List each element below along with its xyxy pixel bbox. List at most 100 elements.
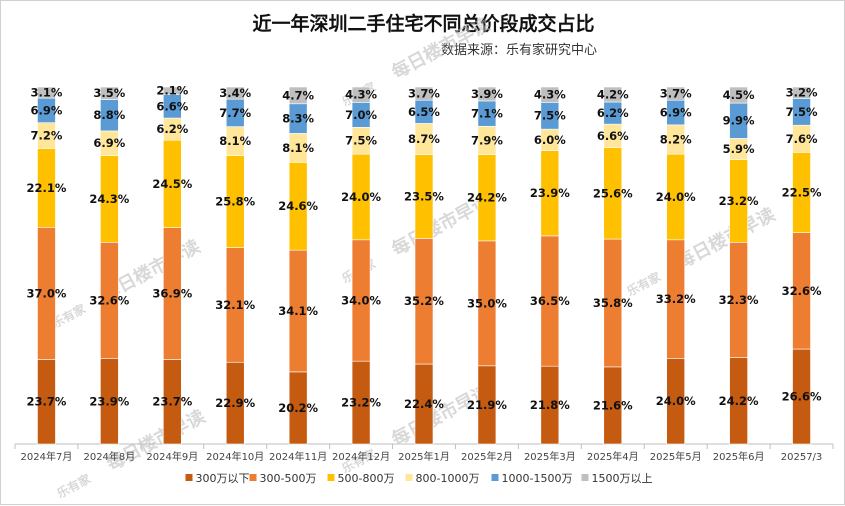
data-label: 23.5% [404, 189, 444, 203]
legend-swatch [405, 474, 413, 481]
data-label: 6.9% [93, 136, 125, 150]
data-label: 5.9% [723, 142, 755, 156]
data-label: 8.8% [93, 108, 125, 122]
x-tick-label: 2025年1月 [398, 450, 450, 463]
x-tick-label: 2024年7月 [21, 450, 73, 463]
data-label: 3.9% [471, 87, 503, 101]
data-label: 20.2% [278, 401, 318, 415]
bar-segment [163, 86, 182, 95]
bar-segment [729, 86, 748, 104]
bar-segment [603, 86, 623, 103]
data-label: 3.1% [31, 86, 63, 100]
data-label: 24.3% [89, 192, 129, 206]
data-label: 3.2% [786, 86, 818, 100]
data-label: 3.5% [93, 86, 125, 100]
x-tick-label: 2024年12月 [332, 450, 390, 463]
data-label: 23.7% [152, 395, 192, 409]
data-label: 7.6% [786, 132, 818, 146]
data-label: 22.9% [215, 396, 255, 410]
x-tick-label: 2025年5月 [650, 450, 702, 463]
data-label: 21.8% [530, 398, 570, 412]
x-tick-label: 20257/3 [781, 452, 823, 463]
data-label: 32.6% [89, 293, 129, 307]
bar-segment [666, 86, 685, 101]
data-label: 25.6% [593, 186, 633, 200]
bar-segment [351, 86, 371, 103]
chart-subtitle: 数据来源：乐有家研究中心 [441, 43, 598, 58]
data-label: 8.3% [282, 112, 314, 126]
legend-swatch [249, 474, 257, 481]
data-label: 34.0% [341, 293, 381, 307]
x-tick-label: 2025年3月 [524, 450, 576, 463]
data-label: 4.5% [723, 88, 755, 102]
x-tick-label: 2024年8月 [83, 450, 135, 463]
data-label: 3.7% [408, 87, 440, 101]
data-label: 4.3% [345, 88, 377, 102]
chart-title: 近一年深圳二手住宅不同总价段成交占比 [252, 13, 595, 35]
legend-label: 1000-1500万 [502, 472, 573, 485]
data-label: 6.0% [534, 133, 566, 147]
bar-segment [100, 86, 119, 100]
data-label: 36.5% [530, 294, 570, 308]
data-label: 24.5% [152, 177, 192, 191]
data-label: 23.2% [719, 194, 759, 208]
x-tick-label: 2024年11月 [269, 450, 327, 463]
bar-segment [37, 86, 56, 99]
data-label: 37.0% [27, 286, 67, 300]
x-tick-label: 2024年9月 [146, 450, 198, 463]
data-label: 6.9% [31, 103, 63, 117]
watermark-text: 每日楼市早读 [103, 405, 209, 475]
data-label: 23.7% [27, 395, 67, 409]
data-label: 21.6% [593, 398, 633, 412]
data-label: 24.2% [467, 191, 507, 205]
legend-label: 800-1000万 [416, 472, 480, 485]
data-label: 8.2% [660, 132, 692, 146]
data-label: 23.9% [89, 394, 129, 408]
data-label: 3.7% [660, 87, 692, 101]
data-label: 7.7% [219, 106, 251, 120]
x-tick-label: 2025年6月 [713, 450, 765, 463]
data-label: 24.0% [656, 190, 696, 204]
bar-segment [414, 86, 434, 101]
watermark-logo: 乐有家 [54, 470, 94, 501]
watermark-text: 每日楼市早读 [673, 203, 779, 273]
legend-label: 300-500万 [260, 472, 317, 485]
legend-label: 1500万以上 [592, 472, 653, 485]
watermark-text: 每日楼市早读 [388, 13, 494, 83]
legend-swatch [581, 474, 589, 481]
data-label: 35.8% [593, 296, 633, 310]
data-label: 35.2% [404, 294, 444, 308]
data-label: 9.9% [723, 114, 755, 128]
x-tick-label: 2025年4月 [587, 450, 639, 463]
data-label: 7.5% [786, 105, 818, 119]
data-label: 7.5% [345, 134, 377, 148]
data-label: 7.9% [471, 133, 503, 147]
data-label: 22.1% [27, 181, 67, 195]
bar-segment [225, 86, 245, 100]
legend-swatch [327, 474, 335, 481]
data-label: 22.5% [782, 185, 822, 199]
data-label: 6.5% [408, 105, 440, 119]
bar-segment [792, 86, 811, 99]
data-label: 32.1% [215, 298, 255, 312]
data-label: 24.6% [278, 199, 318, 213]
data-label: 3.4% [219, 86, 251, 100]
data-label: 34.1% [278, 304, 318, 318]
bar-segment [477, 86, 497, 102]
data-label: 24.2% [719, 394, 759, 408]
data-label: 7.1% [471, 107, 503, 121]
data-label: 4.7% [282, 88, 314, 102]
data-label: 8.7% [408, 132, 440, 146]
data-label: 23.9% [530, 186, 570, 200]
legend-swatch [491, 474, 499, 481]
data-label: 8.1% [282, 141, 314, 155]
data-label: 26.6% [782, 390, 822, 404]
data-label: 36.9% [152, 287, 192, 301]
data-label: 35.0% [467, 296, 507, 310]
data-label: 7.0% [345, 108, 377, 122]
data-label: 6.2% [156, 122, 188, 136]
data-label: 6.6% [156, 99, 188, 113]
data-label: 24.0% [656, 394, 696, 408]
data-label: 8.1% [219, 134, 251, 148]
